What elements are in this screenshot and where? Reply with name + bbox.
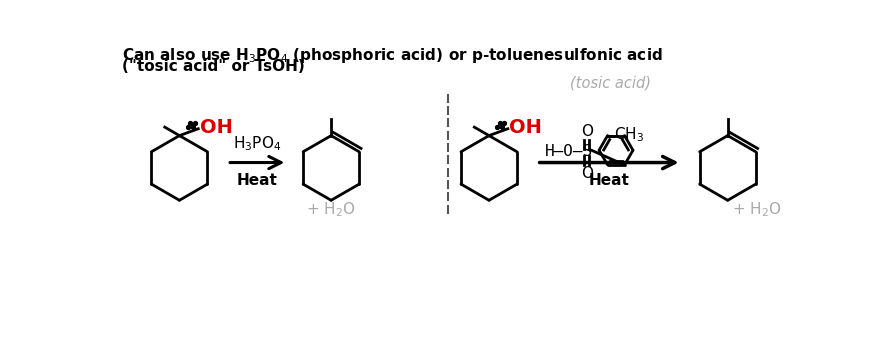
Text: H$_3$PO$_4$: H$_3$PO$_4$ — [233, 135, 281, 153]
Text: CH$_3$: CH$_3$ — [614, 125, 645, 144]
Text: O: O — [582, 166, 594, 181]
Text: OH: OH — [509, 118, 542, 138]
Text: (tosic acid): (tosic acid) — [570, 76, 651, 91]
Text: + H$_2$O: + H$_2$O — [732, 200, 781, 219]
Text: Heat: Heat — [237, 172, 278, 188]
Text: ("tosic acid" or TsOH): ("tosic acid" or TsOH) — [123, 59, 305, 73]
Text: Can also use H$_3$PO$_4$ (phosphoric acid) or p-toluenesulfonic acid: Can also use H$_3$PO$_4$ (phosphoric aci… — [123, 46, 663, 65]
Text: O: O — [582, 124, 594, 139]
Text: H–O–S: H–O–S — [545, 144, 593, 159]
Text: OH: OH — [200, 118, 233, 138]
Text: + H$_2$O: + H$_2$O — [307, 200, 356, 219]
Text: Heat: Heat — [589, 173, 630, 188]
